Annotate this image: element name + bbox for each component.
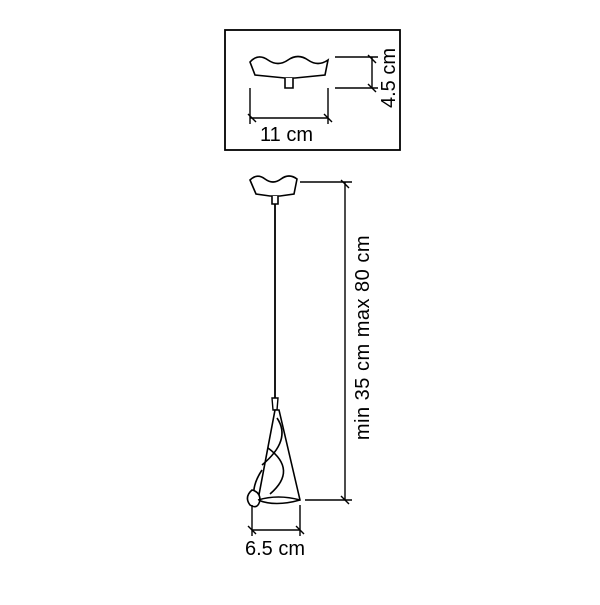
pendant-shade (247, 410, 300, 507)
main-height-label: min 35 cm max 80 cm (352, 235, 375, 440)
main-base-label: 6.5 cm (245, 538, 305, 561)
main-base-dimension (248, 505, 304, 536)
detail-width-label: 11 cm (260, 124, 313, 147)
drawing-svg (0, 0, 600, 600)
cord-connector (272, 398, 278, 410)
technical-drawing: 11 cm 4.5 cm min 35 cm max 80 cm 6.5 cm (0, 0, 600, 600)
detail-height-label: 4.5 cm (378, 48, 401, 108)
main-height-dimension (300, 180, 352, 504)
main-canopy-icon (250, 176, 297, 204)
